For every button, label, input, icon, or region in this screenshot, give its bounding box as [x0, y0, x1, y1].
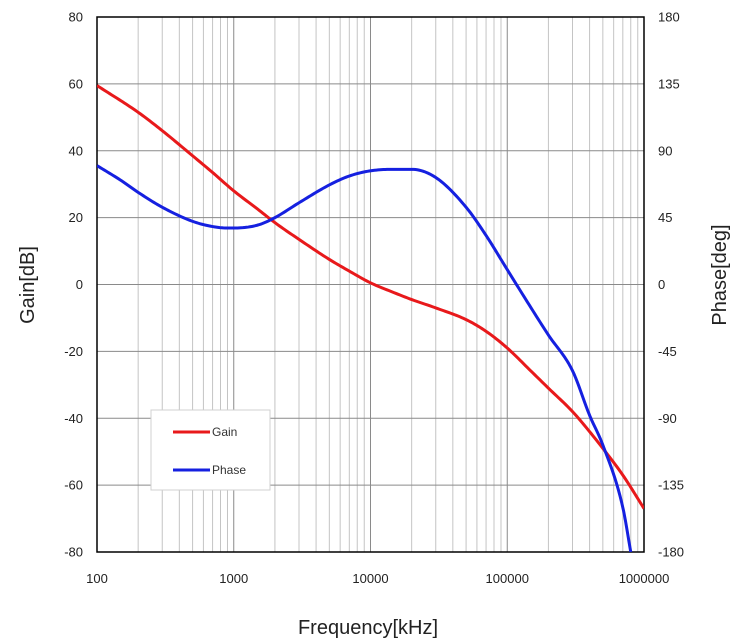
x-tick-labels: 100 1000 10000 100000 1000000: [86, 571, 669, 586]
legend-label-gain: Gain: [212, 425, 237, 439]
y2-tick-label: 180: [658, 10, 680, 25]
legend-box: [150, 409, 271, 491]
x-tick-label: 1000000: [619, 571, 670, 586]
y-axis-title: Gain[dB]: [17, 246, 39, 324]
y-tick-label: 60: [69, 76, 83, 91]
y-tick-label: 40: [69, 143, 83, 158]
y2-tick-label: 0: [658, 277, 665, 292]
x-axis-title: Frequency[kHz]: [298, 617, 438, 639]
series-line-gain: [97, 84, 644, 510]
y2-tick-label: -45: [658, 344, 677, 359]
y2-tick-label: -180: [658, 545, 684, 560]
x-tick-label: 10000: [352, 571, 388, 586]
y2-tick-label: -90: [658, 411, 677, 426]
y2-tick-label: -135: [658, 478, 684, 493]
series-line-phase: [97, 164, 633, 552]
legend-label-phase: Phase: [212, 463, 246, 477]
series-layer: [97, 84, 644, 552]
y-tick-labels: 80 60 40 20 0 -20 -40 -60 -80: [64, 10, 83, 560]
y-tick-label: 80: [69, 10, 83, 25]
plot-frame: [96, 16, 645, 553]
x-tick-label: 100000: [486, 571, 529, 586]
x-tick-label: 100: [86, 571, 108, 586]
y-tick-label: -80: [64, 545, 83, 560]
y2-axis-title: Phase[deg]: [709, 224, 731, 325]
legend: Gain Phase: [150, 409, 271, 491]
y-tick-label: -20: [64, 344, 83, 359]
y2-tick-label: 90: [658, 143, 672, 158]
y2-tick-label: 135: [658, 76, 680, 91]
y2-tick-labels: 180 135 90 45 0 -45 -90 -135 -180: [658, 10, 684, 560]
y2-tick-label: 45: [658, 210, 672, 225]
y-tick-label: 0: [76, 277, 83, 292]
y-tick-label: -60: [64, 478, 83, 493]
y-tick-label: -40: [64, 411, 83, 426]
y-tick-label: 20: [69, 210, 83, 225]
x-tick-label: 1000: [219, 571, 248, 586]
